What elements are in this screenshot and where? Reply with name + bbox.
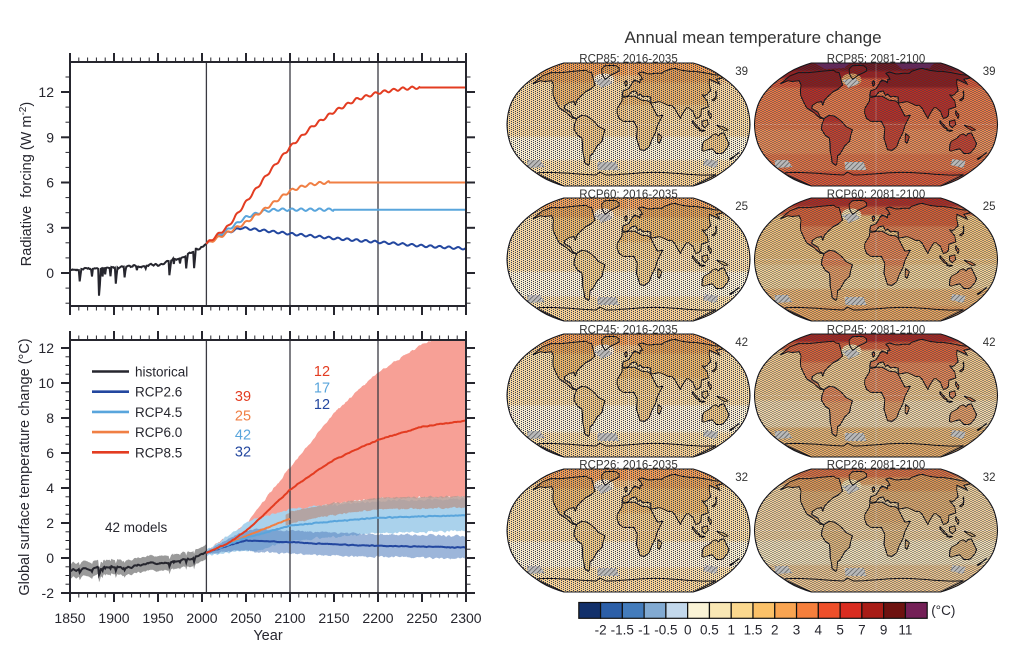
svg-text:12: 12 [314, 397, 330, 413]
svg-text:Annual mean temperature change: Annual mean temperature change [624, 28, 881, 47]
svg-text:5: 5 [836, 623, 844, 638]
svg-text:-1: -1 [638, 623, 650, 638]
svg-text:0: 0 [46, 550, 54, 566]
svg-text:RCP26: 2081-2100: RCP26: 2081-2100 [827, 460, 925, 472]
svg-text:11: 11 [898, 623, 912, 638]
svg-text:12: 12 [314, 364, 330, 380]
svg-text:RCP60: 2081-2100: RCP60: 2081-2100 [827, 189, 925, 201]
svg-text:9: 9 [880, 623, 888, 638]
svg-text:42: 42 [735, 337, 748, 349]
svg-text:32: 32 [235, 445, 251, 461]
svg-text:12: 12 [38, 340, 54, 356]
svg-text:7: 7 [858, 623, 866, 638]
svg-text:25: 25 [735, 201, 748, 213]
svg-text:42 models: 42 models [105, 520, 168, 535]
svg-text:2250: 2250 [406, 610, 437, 626]
svg-text:4: 4 [46, 480, 54, 496]
svg-text:2200: 2200 [362, 610, 393, 626]
svg-text:RCP6.0: RCP6.0 [135, 425, 182, 440]
svg-text:25: 25 [983, 201, 996, 213]
svg-text:2300: 2300 [450, 610, 481, 626]
svg-text:RCP85: 2016-2035: RCP85: 2016-2035 [579, 54, 677, 66]
svg-text:2150: 2150 [318, 610, 349, 626]
svg-text:2: 2 [771, 623, 779, 638]
svg-text:32: 32 [735, 472, 748, 484]
svg-text:RCP8.5: RCP8.5 [135, 445, 182, 460]
svg-text:-0.5: -0.5 [654, 623, 677, 638]
svg-text:historical: historical [135, 365, 188, 380]
svg-text:8: 8 [46, 410, 54, 426]
svg-text:RCP60: 2016-2035: RCP60: 2016-2035 [579, 189, 677, 201]
svg-text:17: 17 [314, 381, 330, 397]
svg-text:Global surface temperature cha: Global surface temperature change (°C) [17, 338, 33, 595]
svg-text:42: 42 [235, 428, 251, 444]
svg-text:Year: Year [253, 628, 282, 644]
svg-text:39: 39 [983, 66, 996, 78]
svg-text:2000: 2000 [186, 610, 217, 626]
svg-text:6: 6 [46, 445, 54, 461]
svg-text:RCP2.6: RCP2.6 [135, 385, 182, 400]
svg-text:42: 42 [983, 337, 996, 349]
svg-text:RCP26: 2016-2035: RCP26: 2016-2035 [579, 460, 677, 472]
svg-text:-1.5: -1.5 [611, 623, 634, 638]
svg-text:1950: 1950 [142, 610, 173, 626]
svg-text:25: 25 [235, 409, 251, 425]
svg-text:Radiative forcing (W m-2): Radiative forcing (W m-2) [18, 102, 36, 266]
svg-text:RCP45: 2081-2100: RCP45: 2081-2100 [827, 325, 925, 337]
svg-text:12: 12 [38, 84, 54, 100]
svg-text:39: 39 [235, 389, 251, 405]
svg-text:2: 2 [46, 515, 54, 531]
svg-text:4: 4 [815, 623, 823, 638]
svg-text:3: 3 [46, 220, 54, 236]
svg-text:-2: -2 [595, 623, 607, 638]
svg-text:RCP45: 2016-2035: RCP45: 2016-2035 [579, 325, 677, 337]
svg-text:0.5: 0.5 [700, 623, 719, 638]
svg-text:2100: 2100 [274, 610, 305, 626]
svg-text:32: 32 [983, 472, 996, 484]
svg-text:0: 0 [46, 265, 54, 281]
svg-text:1.5: 1.5 [744, 623, 763, 638]
svg-text:1900: 1900 [98, 610, 129, 626]
svg-text:RCP4.5: RCP4.5 [135, 405, 182, 420]
svg-text:(°C): (°C) [931, 603, 955, 618]
svg-text:0: 0 [684, 623, 692, 638]
svg-text:RCP85: 2081-2100: RCP85: 2081-2100 [827, 54, 925, 66]
svg-text:3: 3 [793, 623, 801, 638]
svg-text:1850: 1850 [54, 610, 85, 626]
svg-text:6: 6 [46, 175, 54, 191]
svg-text:10: 10 [38, 375, 54, 391]
svg-text:2050: 2050 [230, 610, 261, 626]
svg-text:39: 39 [735, 66, 748, 78]
svg-text:-2: -2 [42, 585, 55, 601]
svg-text:9: 9 [46, 129, 54, 145]
svg-text:1: 1 [727, 623, 735, 638]
